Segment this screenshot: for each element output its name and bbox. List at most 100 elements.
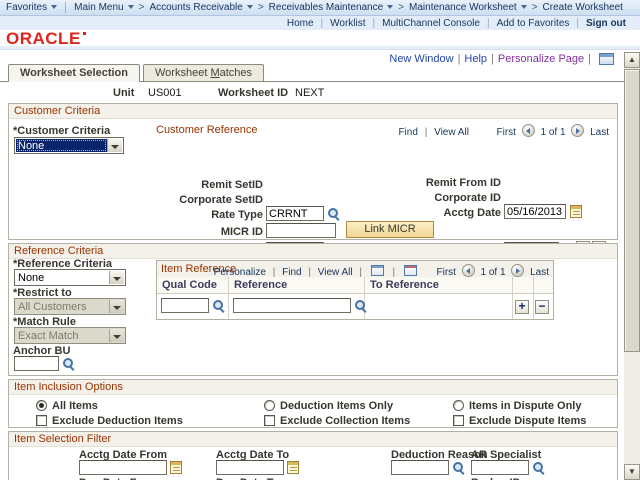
section-title: Customer Criteria [9, 104, 617, 119]
exclude-collection-items-checkbox[interactable] [264, 415, 275, 426]
chevron-down-icon [521, 5, 527, 9]
dropdown-arrow-icon[interactable] [109, 271, 124, 284]
rate-type-input[interactable] [266, 206, 324, 221]
anchor-bu-lookup-icon[interactable] [62, 357, 76, 371]
scroll-down-arrow-icon[interactable] [624, 464, 640, 480]
scrollbar-thumb[interactable] [624, 69, 640, 352]
breadcrumb: Favorites Main Menu Accounts Receivable … [0, 0, 640, 16]
exclude-dispute-items-checkbox[interactable] [453, 415, 464, 426]
breadcrumb-separator [258, 2, 264, 13]
delete-row-button[interactable] [535, 300, 549, 314]
worksheet-id-label: Worksheet ID [218, 87, 288, 99]
column-header-reference: Reference [234, 279, 287, 291]
deduction-items-only-radio[interactable] [264, 400, 275, 411]
breadcrumb-maintenance-worksheet[interactable]: Maintenance Worksheet [409, 2, 527, 13]
chevron-down-icon [128, 5, 134, 9]
acctg-date-from-input[interactable] [79, 460, 167, 475]
zoom-grid-icon[interactable] [404, 265, 417, 276]
breadcrumb-receivables-maintenance[interactable]: Receivables Maintenance [269, 2, 394, 13]
customer-reference-nav: Find View All First 1 of 1 Last [398, 124, 609, 138]
remit-from-id-label: Remit From ID [383, 177, 501, 189]
reference-criteria-select[interactable]: None [14, 269, 126, 286]
section-title: Reference Criteria [9, 244, 617, 259]
vertical-scrollbar[interactable] [624, 52, 640, 480]
separator [425, 127, 428, 138]
breadcrumb-main-menu[interactable]: Main Menu [74, 2, 133, 13]
add-to-favorites-link[interactable]: Add to Favorites [497, 18, 570, 29]
grid-column-divider [533, 277, 534, 319]
next-row-icon[interactable] [571, 124, 584, 137]
reference-input[interactable] [233, 298, 351, 313]
customer-criteria-select[interactable]: None [14, 137, 124, 154]
corporate-id-label: Corporate ID [383, 192, 501, 204]
multichannel-console-link[interactable]: MultiChannel Console [382, 18, 480, 29]
breadcrumb-separator [398, 2, 404, 13]
all-items-label: All Items [52, 400, 98, 412]
separator [487, 18, 490, 29]
separator [321, 18, 324, 29]
deduction-reason-lookup-icon[interactable] [452, 461, 466, 475]
previous-row-icon[interactable] [522, 124, 535, 137]
row-counter: 1 of 1 [541, 127, 566, 138]
add-row-button[interactable] [515, 300, 529, 314]
column-header-qual-code: Qual Code [162, 279, 217, 291]
customer-reference-title: Customer Reference [156, 124, 258, 136]
rate-type-lookup-icon[interactable] [327, 207, 341, 221]
column-header-to-reference: To Reference [370, 279, 439, 291]
dropdown-arrow-icon [109, 300, 124, 313]
download-grid-icon[interactable] [371, 265, 384, 276]
dropdown-arrow-icon [109, 329, 124, 342]
dropdown-arrow-icon[interactable] [107, 139, 122, 152]
ar-specialist-lookup-icon[interactable] [532, 461, 546, 475]
deduction-reason-input[interactable] [391, 460, 449, 475]
section-title: Item Inclusion Options [9, 380, 617, 395]
acctg-date-to-input[interactable] [216, 460, 284, 475]
grid-column-divider [512, 277, 513, 319]
tab-worksheet-matches[interactable]: Worksheet Matches [143, 64, 264, 81]
tab-worksheet-selection[interactable]: Worksheet Selection [8, 64, 140, 82]
exclude-deduction-items-checkbox[interactable] [36, 415, 47, 426]
acctg-date-input[interactable] [504, 204, 566, 219]
ar-specialist-input[interactable] [471, 460, 529, 475]
breadcrumb-separator [139, 2, 145, 13]
separator [373, 18, 376, 29]
first-link[interactable]: First [496, 127, 515, 138]
exclude-dispute-items-label: Exclude Dispute Items [469, 415, 586, 427]
worksheet-id-value: NEXT [295, 87, 324, 99]
view-all-link[interactable]: View All [434, 127, 469, 138]
sign-out-link[interactable]: Sign out [586, 18, 626, 29]
chevron-down-icon [51, 5, 57, 9]
qual-code-lookup-icon[interactable] [212, 299, 226, 313]
reference-lookup-icon[interactable] [354, 299, 368, 313]
all-items-radio[interactable] [36, 400, 47, 411]
chevron-down-icon [247, 5, 253, 9]
exclude-collection-items-label: Exclude Collection Items [280, 415, 410, 427]
separator [65, 2, 66, 13]
portal-links-bar: Home Worklist MultiChannel Console Add t… [0, 16, 640, 30]
next-row-icon[interactable] [511, 264, 524, 277]
breadcrumb-accounts-receivable[interactable]: Accounts Receivable [149, 2, 252, 13]
scroll-up-arrow-icon[interactable] [624, 52, 640, 68]
previous-row-icon[interactable] [462, 264, 475, 277]
restrict-to-select: All Customers [14, 298, 126, 315]
home-link[interactable]: Home [287, 18, 314, 29]
unit-value: US001 [148, 87, 182, 99]
link-micr-button[interactable]: Link MICR [346, 221, 434, 238]
match-rule-select: Exact Match [14, 327, 126, 344]
unit-label: Unit [113, 87, 134, 99]
acctg-date-from-calendar-icon[interactable] [170, 461, 182, 474]
item-reference-grid: Item Reference Personalize Find View All… [156, 260, 554, 320]
find-link[interactable]: Find [398, 127, 417, 138]
acctg-date-calendar-icon[interactable] [570, 205, 582, 218]
customer-criteria-section: Customer Criteria *Customer Criteria Non… [8, 103, 618, 240]
acctg-date-to-calendar-icon[interactable] [287, 461, 299, 474]
favorites-menu[interactable]: Favorites [6, 2, 57, 13]
breadcrumb-current-page: Create Worksheet [543, 2, 623, 13]
anchor-bu-input[interactable] [14, 356, 59, 371]
qual-code-input[interactable] [161, 298, 209, 313]
rate-type-label: Rate Type [159, 209, 263, 221]
micr-id-input[interactable] [266, 223, 336, 238]
worklist-link[interactable]: Worklist [330, 18, 365, 29]
last-link[interactable]: Last [590, 127, 609, 138]
items-in-dispute-only-radio[interactable] [453, 400, 464, 411]
